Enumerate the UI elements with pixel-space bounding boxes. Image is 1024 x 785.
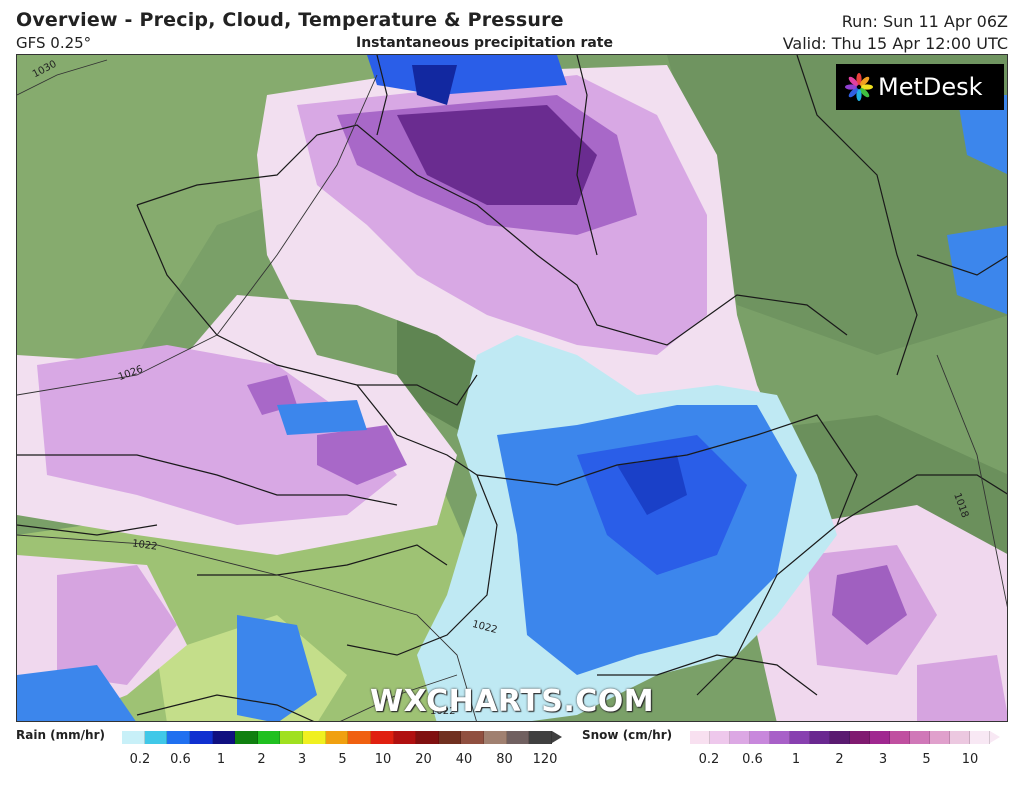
legend-tick-label: 10 bbox=[961, 752, 979, 767]
color-swatch bbox=[235, 731, 258, 744]
snow-legend-label: Snow (cm/hr) bbox=[582, 728, 673, 742]
color-swatch bbox=[529, 731, 552, 744]
legend-tick-label: 120 bbox=[532, 752, 558, 767]
color-swatch bbox=[910, 731, 930, 744]
country-borders bbox=[17, 55, 1007, 721]
color-swatch bbox=[325, 731, 349, 744]
color-swatch bbox=[950, 731, 970, 744]
legend-tick-label: 0.2 bbox=[698, 752, 720, 767]
color-swatch bbox=[189, 731, 213, 744]
legend-tick-label: 5 bbox=[922, 752, 931, 767]
color-swatch bbox=[506, 731, 530, 744]
color-swatch bbox=[122, 731, 145, 744]
color-swatch bbox=[750, 731, 770, 744]
color-swatch bbox=[890, 731, 910, 744]
snow-color-scale bbox=[690, 731, 990, 744]
color-swatch bbox=[393, 731, 417, 744]
color-swatch bbox=[790, 731, 810, 744]
rain-color-scale bbox=[122, 731, 552, 744]
run-time: Run: Sun 11 Apr 06Z bbox=[841, 12, 1008, 31]
model-label: GFS 0.25° bbox=[16, 34, 92, 52]
isobars bbox=[17, 59, 1007, 721]
color-swatch bbox=[212, 731, 236, 744]
color-swatch bbox=[970, 731, 990, 744]
color-swatch bbox=[416, 731, 439, 744]
map-canvas bbox=[17, 55, 1007, 721]
color-swatch bbox=[461, 731, 484, 744]
color-swatch bbox=[870, 731, 890, 744]
color-swatch bbox=[257, 731, 281, 744]
legend-tick-label: 2 bbox=[257, 752, 266, 767]
legend-tick-label: 3 bbox=[878, 752, 888, 767]
legend-tick-label: 40 bbox=[455, 752, 473, 767]
color-swatch bbox=[830, 731, 850, 744]
color-swatch bbox=[484, 731, 507, 744]
rain-legend-label: Rain (mm/hr) bbox=[16, 728, 105, 742]
weather-map[interactable] bbox=[16, 54, 1008, 722]
metdesk-logo: MetDesk bbox=[836, 64, 1004, 110]
legend-tick-label: 1 bbox=[791, 752, 801, 767]
chart-title: Overview - Precip, Cloud, Temperature & … bbox=[16, 9, 564, 31]
valid-time: Valid: Thu 15 Apr 12:00 UTC bbox=[782, 34, 1008, 53]
legend-tick-label: 80 bbox=[496, 752, 513, 767]
color-swatch bbox=[690, 731, 710, 744]
color-swatch bbox=[280, 731, 303, 744]
legend-tick-label: 0.6 bbox=[742, 752, 763, 767]
legend-tick-label: 0.2 bbox=[129, 752, 151, 767]
legend-tick-label: 2 bbox=[835, 752, 844, 767]
color-swatch bbox=[167, 731, 190, 744]
metdesk-flower-icon bbox=[845, 73, 873, 101]
legend-tick-label: 3 bbox=[297, 752, 307, 767]
snow-scale-arrow bbox=[990, 731, 1000, 743]
color-swatch bbox=[850, 731, 870, 744]
color-swatch bbox=[730, 731, 750, 744]
color-swatch bbox=[348, 731, 371, 744]
watermark: WXCHARTS.COM bbox=[370, 684, 655, 719]
legend-tick-label: 0.6 bbox=[170, 752, 191, 767]
rain-scale-arrow bbox=[552, 731, 562, 743]
legend-tick-label: 1 bbox=[216, 752, 226, 767]
legend-tick-label: 5 bbox=[338, 752, 347, 767]
color-swatch bbox=[370, 731, 394, 744]
color-swatch bbox=[303, 731, 326, 744]
legend-tick-label: 20 bbox=[415, 752, 432, 767]
isobar-label: 1022 bbox=[430, 706, 456, 717]
color-swatch bbox=[930, 731, 950, 744]
chart-subtitle: Instantaneous precipitation rate bbox=[356, 35, 613, 51]
color-swatch bbox=[438, 731, 462, 744]
logo-text: MetDesk bbox=[878, 73, 983, 101]
color-swatch bbox=[770, 731, 790, 744]
legend-tick-label: 10 bbox=[374, 752, 392, 767]
color-swatch bbox=[810, 731, 830, 744]
color-swatch bbox=[144, 731, 168, 744]
color-swatch bbox=[710, 731, 730, 744]
